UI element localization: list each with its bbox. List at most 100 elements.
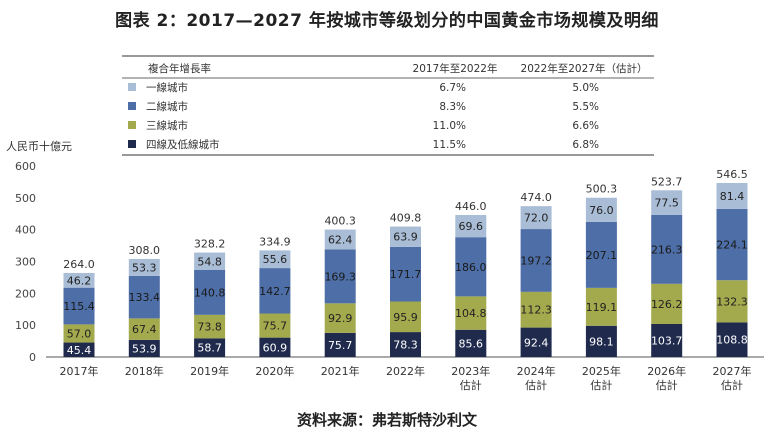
bar-segment — [194, 338, 226, 357]
segment-value-label: 53.9 — [132, 342, 157, 355]
x-tick-label: 2019年 — [190, 364, 229, 378]
segment-value-label: 81.4 — [720, 190, 745, 203]
segment-value-label: 58.7 — [197, 342, 222, 355]
bar-segment — [324, 332, 356, 357]
x-tick-label: 估計 — [525, 378, 547, 392]
bar-segment — [520, 291, 552, 328]
bar-group: 85.6 104.8 186.0 69.6 446.0 — [455, 200, 487, 357]
x-axis-labels: 2017年 2018年 2019年 2020年 2021年 2022年 2023年估計202… — [60, 364, 752, 392]
bar-segment — [455, 329, 487, 357]
x-tick-label: 估計 — [590, 378, 612, 392]
legend-label: 三線城市 — [146, 119, 188, 132]
bar-segment — [520, 327, 552, 357]
segment-value-label: 119.1 — [586, 301, 618, 314]
segment-value-label: 103.7 — [651, 334, 683, 347]
bar-segment — [520, 206, 552, 230]
bar-group: 108.8 132.3 224.1 81.4 546.5 — [716, 168, 748, 357]
cagr-value: 6.6% — [572, 120, 599, 132]
x-tick-label: 2020年 — [255, 364, 294, 378]
bar-total-label: 328.2 — [194, 238, 226, 251]
bar-total-label: 308.0 — [129, 244, 161, 257]
bar-segment — [651, 283, 683, 324]
x-tick-label: 估計 — [656, 378, 678, 392]
segment-value-label: 63.9 — [393, 231, 418, 244]
bar-segment — [63, 272, 95, 288]
segment-value-label: 53.3 — [132, 261, 157, 274]
bar-segment — [194, 314, 226, 339]
bar-segment — [651, 190, 683, 215]
segment-value-label: 75.7 — [328, 339, 353, 352]
segment-value-label: 78.3 — [393, 339, 418, 352]
bar-segment — [63, 287, 95, 325]
bar-segment — [455, 296, 487, 330]
legend-swatch — [128, 121, 136, 129]
segment-value-label: 92.4 — [524, 336, 549, 349]
bar-segment — [585, 221, 617, 288]
bar-total-label: 500.3 — [586, 183, 618, 196]
bar-segment — [455, 237, 487, 297]
x-tick-label: 2026年 — [647, 364, 686, 378]
segment-value-label: 140.8 — [194, 286, 226, 299]
cagr-legend-table: 複合年增長率 2017年至2022年 2022年至2027年（估計） 一線城市 6… — [122, 55, 654, 156]
segment-value-label: 55.6 — [263, 253, 288, 266]
segment-value-label: 75.7 — [263, 320, 288, 333]
segment-value-label: 95.9 — [393, 311, 418, 324]
bar-total-label: 546.5 — [716, 168, 748, 181]
segment-value-label: 54.8 — [197, 255, 222, 268]
bar-segment — [324, 249, 356, 304]
bar-group: 58.7 73.8 140.8 54.8 328.2 — [194, 238, 226, 357]
segment-value-label: 207.1 — [586, 249, 618, 262]
segment-value-label: 197.2 — [520, 254, 552, 267]
x-tick-label: 2017年 — [60, 364, 99, 378]
segment-value-label: 132.3 — [716, 295, 748, 308]
segment-value-label: 92.9 — [328, 312, 353, 325]
bar-group: 75.7 92.9 169.3 62.4 400.3 — [324, 215, 356, 357]
segment-value-label: 224.1 — [716, 239, 748, 252]
bar-segment — [194, 252, 226, 270]
cagr-value: 6.7% — [439, 82, 466, 94]
y-tick-label: 600 — [15, 160, 36, 173]
x-tick-label: 2018年 — [125, 364, 164, 378]
segment-value-label: 77.5 — [654, 197, 679, 210]
cagr-value: 5.0% — [572, 82, 599, 94]
y-tick-label: 0 — [29, 351, 36, 364]
y-tick-label: 200 — [15, 287, 36, 300]
segment-value-label: 98.1 — [589, 335, 614, 348]
bar-total-label: 474.0 — [520, 191, 552, 204]
bar-segment — [651, 214, 683, 284]
chart-title: 图表 2：2017—2027 年按城市等级划分的中国黄金市场规模及明细 — [115, 11, 659, 31]
bar-segment — [128, 318, 160, 340]
y-tick-label: 100 — [15, 319, 36, 332]
segment-value-label: 126.2 — [651, 298, 683, 311]
bar-segment — [259, 337, 291, 357]
bar-segment — [194, 269, 226, 315]
bar-segment — [63, 324, 95, 343]
bar-total-label: 264.0 — [63, 258, 95, 271]
bar-segment — [324, 303, 356, 333]
segment-value-label: 104.8 — [455, 307, 487, 320]
bar-group: 98.1 119.1 207.1 76.0 500.3 — [585, 183, 618, 357]
x-tick-label: 估計 — [460, 378, 482, 392]
x-tick-label: 2021年 — [321, 364, 360, 378]
x-tick-label: 估計 — [721, 378, 743, 392]
x-tick-label: 2022年 — [386, 364, 425, 378]
x-tick-label: 2027年 — [713, 364, 752, 378]
bar-group: 92.4 112.3 197.2 72.0 474.0 — [520, 191, 552, 357]
cagr-value: 11.5% — [433, 139, 466, 151]
legend-swatch — [128, 140, 136, 148]
cagr-value: 6.8% — [572, 139, 599, 151]
segment-value-label: 85.6 — [459, 337, 484, 350]
bar-group: 45.4 57.0 115.4 46.2 264.0 — [63, 258, 95, 357]
y-tick-label: 500 — [15, 192, 36, 205]
bar-group: 78.3 95.9 171.7 63.9 409.8 — [390, 212, 421, 357]
segment-value-label: 115.4 — [63, 300, 95, 313]
bar-segment — [390, 301, 421, 333]
bar-segment — [520, 229, 552, 292]
x-tick-label: 2025年 — [582, 364, 621, 378]
segment-value-label: 62.4 — [328, 234, 353, 247]
source-note: 资料来源：弗若斯特沙利文 — [296, 411, 477, 429]
bar-segment — [324, 229, 356, 250]
bar-segment — [259, 313, 291, 338]
segment-value-label: 45.4 — [67, 344, 92, 357]
